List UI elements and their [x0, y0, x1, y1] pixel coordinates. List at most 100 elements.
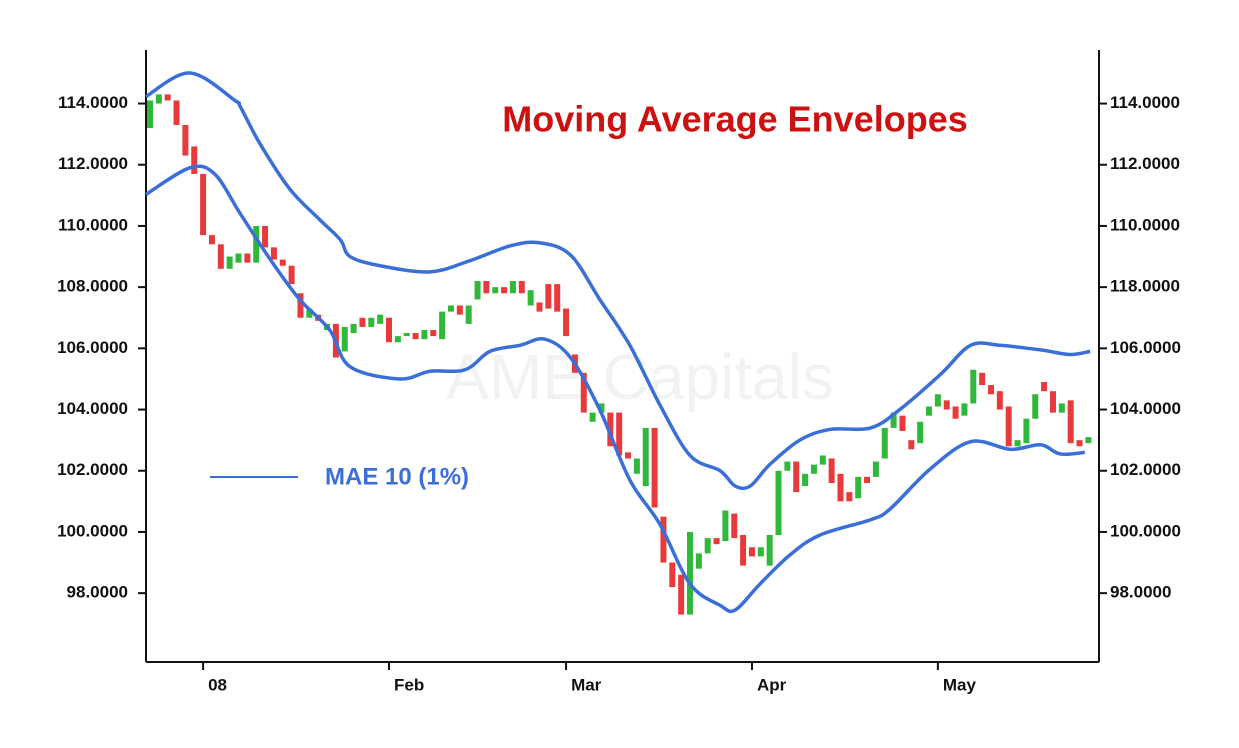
candle [651, 427, 658, 508]
candle [633, 458, 640, 474]
candle [828, 458, 835, 483]
candle [598, 403, 605, 413]
candle [952, 406, 959, 419]
y-tick-label: 106.0000 [57, 338, 128, 357]
candle [377, 314, 384, 324]
y-tick-label: 104.0000 [57, 399, 128, 418]
candle [173, 100, 180, 125]
candle [244, 253, 251, 263]
candle [793, 461, 800, 493]
candle [766, 535, 773, 566]
y-tick-label: 110.0000 [58, 215, 128, 234]
candle [704, 538, 711, 554]
y-tick-label: 100.0000 [57, 521, 128, 540]
candle [775, 470, 782, 536]
candle [908, 440, 915, 450]
candle [722, 510, 729, 542]
candle [412, 333, 419, 340]
candle [890, 412, 897, 428]
y2-tick-label: 104.0000 [1110, 399, 1181, 418]
y2-tick-label: 110.0000 [1110, 215, 1180, 234]
x-tick-label: Feb [394, 675, 424, 694]
legend-label: MAE 10 (1%) [325, 463, 469, 490]
candle [200, 173, 207, 236]
candle [934, 394, 941, 407]
candle [368, 317, 375, 327]
candle [1049, 391, 1056, 413]
candle [802, 473, 809, 487]
candle [580, 372, 587, 413]
candle [899, 415, 906, 431]
y-tick-label: 112.0000 [58, 154, 128, 173]
watermark: AME Capitals [446, 341, 834, 413]
candle [536, 302, 543, 312]
candle [191, 146, 198, 174]
candle [518, 281, 525, 294]
candle [447, 305, 454, 312]
y-tick-label: 114.0000 [58, 93, 128, 112]
candle [235, 253, 242, 263]
y2-tick-label: 100.0000 [1110, 521, 1181, 540]
candle [208, 235, 215, 245]
y-tick-label: 108.0000 [57, 277, 128, 296]
x-tick-label: 08 [208, 675, 227, 694]
candle [1058, 403, 1065, 413]
candle [421, 329, 428, 340]
candle [713, 538, 720, 545]
candle [695, 553, 702, 569]
y2-tick-label: 112.0000 [1110, 154, 1180, 173]
candle [164, 94, 171, 101]
candle [1067, 400, 1074, 444]
candle [253, 225, 260, 263]
candle [501, 287, 508, 294]
envelope-line [145, 164, 1085, 614]
x-tick-label: Mar [571, 675, 602, 694]
candle [740, 535, 747, 566]
candle [731, 513, 738, 539]
candle [430, 329, 437, 337]
candle [678, 574, 685, 615]
candle [350, 323, 357, 334]
candle [810, 464, 817, 474]
candle [926, 406, 933, 416]
candle [527, 290, 534, 306]
candle [748, 547, 755, 557]
x-tick-label: May [943, 675, 977, 694]
candle [279, 259, 286, 266]
candle [306, 308, 313, 318]
candle [439, 311, 446, 340]
candle [1014, 440, 1021, 447]
candle [483, 281, 490, 294]
candle [881, 427, 888, 459]
candle [563, 308, 570, 337]
y-tick-label: 98.0000 [67, 583, 128, 602]
candle [607, 412, 614, 447]
candle [660, 516, 667, 563]
candle [288, 265, 295, 285]
candle [394, 336, 401, 343]
candle [403, 333, 410, 337]
envelope-line [145, 71, 1091, 491]
candle [386, 317, 393, 343]
candle [1032, 394, 1039, 419]
y2-tick-label: 106.0000 [1110, 338, 1181, 357]
candle [669, 562, 676, 588]
candle [262, 225, 269, 248]
candle [757, 547, 764, 557]
candle [979, 372, 986, 386]
candle [474, 281, 481, 300]
candle [155, 94, 162, 104]
candle [837, 473, 844, 502]
candle [492, 287, 499, 294]
candle [625, 452, 632, 459]
candle [341, 326, 348, 352]
y2-tick-label: 98.0000 [1110, 583, 1171, 602]
candle [642, 427, 649, 487]
candle [465, 305, 472, 324]
candle [917, 421, 924, 444]
candle [1076, 440, 1083, 447]
chart-title: Moving Average Envelopes [502, 99, 967, 140]
candle [687, 531, 694, 615]
y2-tick-label: 102.0000 [1110, 460, 1181, 479]
candle [819, 455, 826, 465]
